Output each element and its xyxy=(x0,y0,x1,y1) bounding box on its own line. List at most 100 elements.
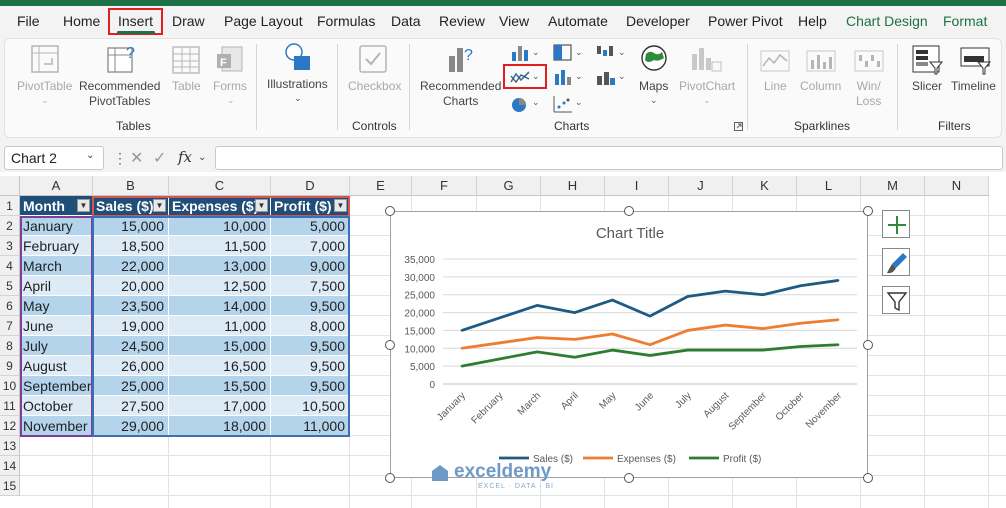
tab-developer[interactable]: Developer xyxy=(626,13,690,29)
month-cell[interactable]: November xyxy=(20,416,93,436)
tab-data[interactable]: Data xyxy=(391,13,421,29)
resize-handle[interactable] xyxy=(385,339,395,350)
resize-handle[interactable] xyxy=(863,206,873,216)
slicer-icon[interactable] xyxy=(912,44,944,76)
chevron-down-icon[interactable]: ⌄ xyxy=(198,152,207,163)
tab-draw[interactable]: Draw xyxy=(172,13,205,29)
resize-handle[interactable] xyxy=(624,206,634,216)
chevron-down-icon[interactable]: ⌄ xyxy=(227,95,235,105)
column-header-f[interactable]: F xyxy=(412,176,477,196)
chevron-down-icon[interactable]: ⌄ xyxy=(532,71,540,81)
row-header-14[interactable]: 14 xyxy=(0,456,20,476)
tab-power-pivot[interactable]: Power Pivot xyxy=(708,13,783,29)
value-cell[interactable]: 11,500 xyxy=(169,236,271,256)
insert-function-button[interactable]: fx xyxy=(178,148,193,166)
resize-handle[interactable] xyxy=(624,473,634,483)
pivotchart-label[interactable]: PivotChart xyxy=(679,79,736,93)
column-header-b[interactable]: B xyxy=(93,176,169,196)
value-cell[interactable]: 10,500 xyxy=(271,396,350,416)
value-cell[interactable]: 13,000 xyxy=(169,256,271,276)
tab-automate[interactable]: Automate xyxy=(548,13,608,29)
chevron-down-icon[interactable]: ⌄ xyxy=(86,150,95,161)
value-cell[interactable]: 17,000 xyxy=(169,396,271,416)
column-header-c[interactable]: C xyxy=(169,176,271,196)
table-header-cell[interactable]: Sales ($) ▼ xyxy=(93,196,169,216)
row-header-4[interactable]: 4 xyxy=(0,256,20,276)
enter-icon[interactable]: ✓ xyxy=(153,150,167,167)
value-cell[interactable]: 9,500 xyxy=(271,376,350,396)
chevron-down-icon[interactable]: ⌄ xyxy=(532,97,540,107)
value-cell[interactable]: 23,500 xyxy=(93,296,169,316)
value-cell[interactable]: 14,000 xyxy=(169,296,271,316)
pivotchart-icon[interactable] xyxy=(690,44,722,74)
chevron-down-icon[interactable]: ⌄ xyxy=(294,93,302,103)
row-header-9[interactable]: 9 xyxy=(0,356,20,376)
table-header-cell[interactable]: Month ▼ xyxy=(20,196,93,216)
tab-formulas[interactable]: Formulas xyxy=(317,13,376,29)
tab-home[interactable]: Home xyxy=(63,13,101,29)
pie-chart-icon[interactable] xyxy=(510,96,528,114)
chart-elements-button[interactable] xyxy=(882,210,910,238)
sparkline-winloss-icon[interactable] xyxy=(854,50,884,72)
chevron-down-icon[interactable]: ⌄ xyxy=(618,71,626,81)
month-cell[interactable]: October xyxy=(20,396,93,416)
row-header-11[interactable]: 11 xyxy=(0,396,20,416)
value-cell[interactable]: 10,000 xyxy=(169,216,271,236)
value-cell[interactable]: 15,500 xyxy=(169,376,271,396)
recommended-pivottables-label[interactable]: Recommended PivotTables xyxy=(79,79,161,108)
hierarchy-chart-icon[interactable] xyxy=(553,44,573,62)
recommended-charts-icon[interactable]: ? xyxy=(446,44,478,76)
tab-file[interactable]: File xyxy=(17,13,40,29)
chevron-down-icon[interactable]: ⌄ xyxy=(703,95,711,105)
resize-handle[interactable] xyxy=(385,206,395,216)
combo-chart-icon[interactable] xyxy=(596,68,616,86)
row-header-2[interactable]: 2 xyxy=(0,216,20,236)
row-header-8[interactable]: 8 xyxy=(0,336,20,356)
sparkline-column-icon[interactable] xyxy=(806,50,836,72)
cancel-icon[interactable]: ✕ xyxy=(130,150,144,167)
column-header-h[interactable]: H xyxy=(541,176,605,196)
row-header-12[interactable]: 12 xyxy=(0,416,20,436)
recommended-pivottables-icon[interactable]: ? xyxy=(106,44,138,76)
checkbox-icon[interactable] xyxy=(358,44,388,74)
chevron-down-icon[interactable]: ⌄ xyxy=(575,47,583,57)
table-label[interactable]: Table xyxy=(172,79,201,93)
filter-dropdown-icon[interactable]: ▼ xyxy=(153,199,166,212)
sparkline-line-icon[interactable] xyxy=(760,50,790,72)
row-header-7[interactable]: 7 xyxy=(0,316,20,336)
pivottable-icon[interactable] xyxy=(30,44,60,74)
column-chart-icon[interactable] xyxy=(510,44,530,62)
value-cell[interactable]: 12,500 xyxy=(169,276,271,296)
value-cell[interactable]: 18,500 xyxy=(93,236,169,256)
chart-filters-button[interactable] xyxy=(882,286,910,314)
value-cell[interactable]: 25,000 xyxy=(93,376,169,396)
row-header-15[interactable]: 15 xyxy=(0,476,20,496)
month-cell[interactable]: January xyxy=(20,216,93,236)
dialog-launcher-icon[interactable] xyxy=(734,122,743,131)
value-cell[interactable]: 26,000 xyxy=(93,356,169,376)
tab-page-layout[interactable]: Page Layout xyxy=(224,13,303,29)
tab-review[interactable]: Review xyxy=(439,13,485,29)
statistic-chart-icon[interactable] xyxy=(553,68,573,86)
checkbox-label[interactable]: Checkbox xyxy=(348,79,402,93)
chevron-down-icon[interactable]: ⌄ xyxy=(618,47,626,57)
value-cell[interactable]: 20,000 xyxy=(93,276,169,296)
value-cell[interactable]: 11,000 xyxy=(169,316,271,336)
timeline-label[interactable]: Timeline xyxy=(951,79,996,93)
filter-dropdown-icon[interactable]: ▼ xyxy=(255,199,268,212)
value-cell[interactable]: 9,000 xyxy=(271,256,350,276)
month-cell[interactable]: March xyxy=(20,256,93,276)
chart-styles-button[interactable] xyxy=(882,248,910,276)
month-cell[interactable]: September xyxy=(20,376,93,396)
line-chart-icon[interactable] xyxy=(510,70,530,84)
select-all-button[interactable] xyxy=(0,176,20,196)
value-cell[interactable]: 24,500 xyxy=(93,336,169,356)
value-cell[interactable]: 7,000 xyxy=(271,236,350,256)
column-header-l[interactable]: L xyxy=(797,176,861,196)
resize-handle[interactable] xyxy=(863,339,873,350)
sparkline-column-label[interactable]: Column xyxy=(800,79,842,93)
slicer-label[interactable]: Slicer xyxy=(912,79,943,93)
chevron-down-icon[interactable]: ⌄ xyxy=(575,97,583,107)
month-cell[interactable]: June xyxy=(20,316,93,336)
pivottable-label[interactable]: PivotTable xyxy=(17,79,73,93)
